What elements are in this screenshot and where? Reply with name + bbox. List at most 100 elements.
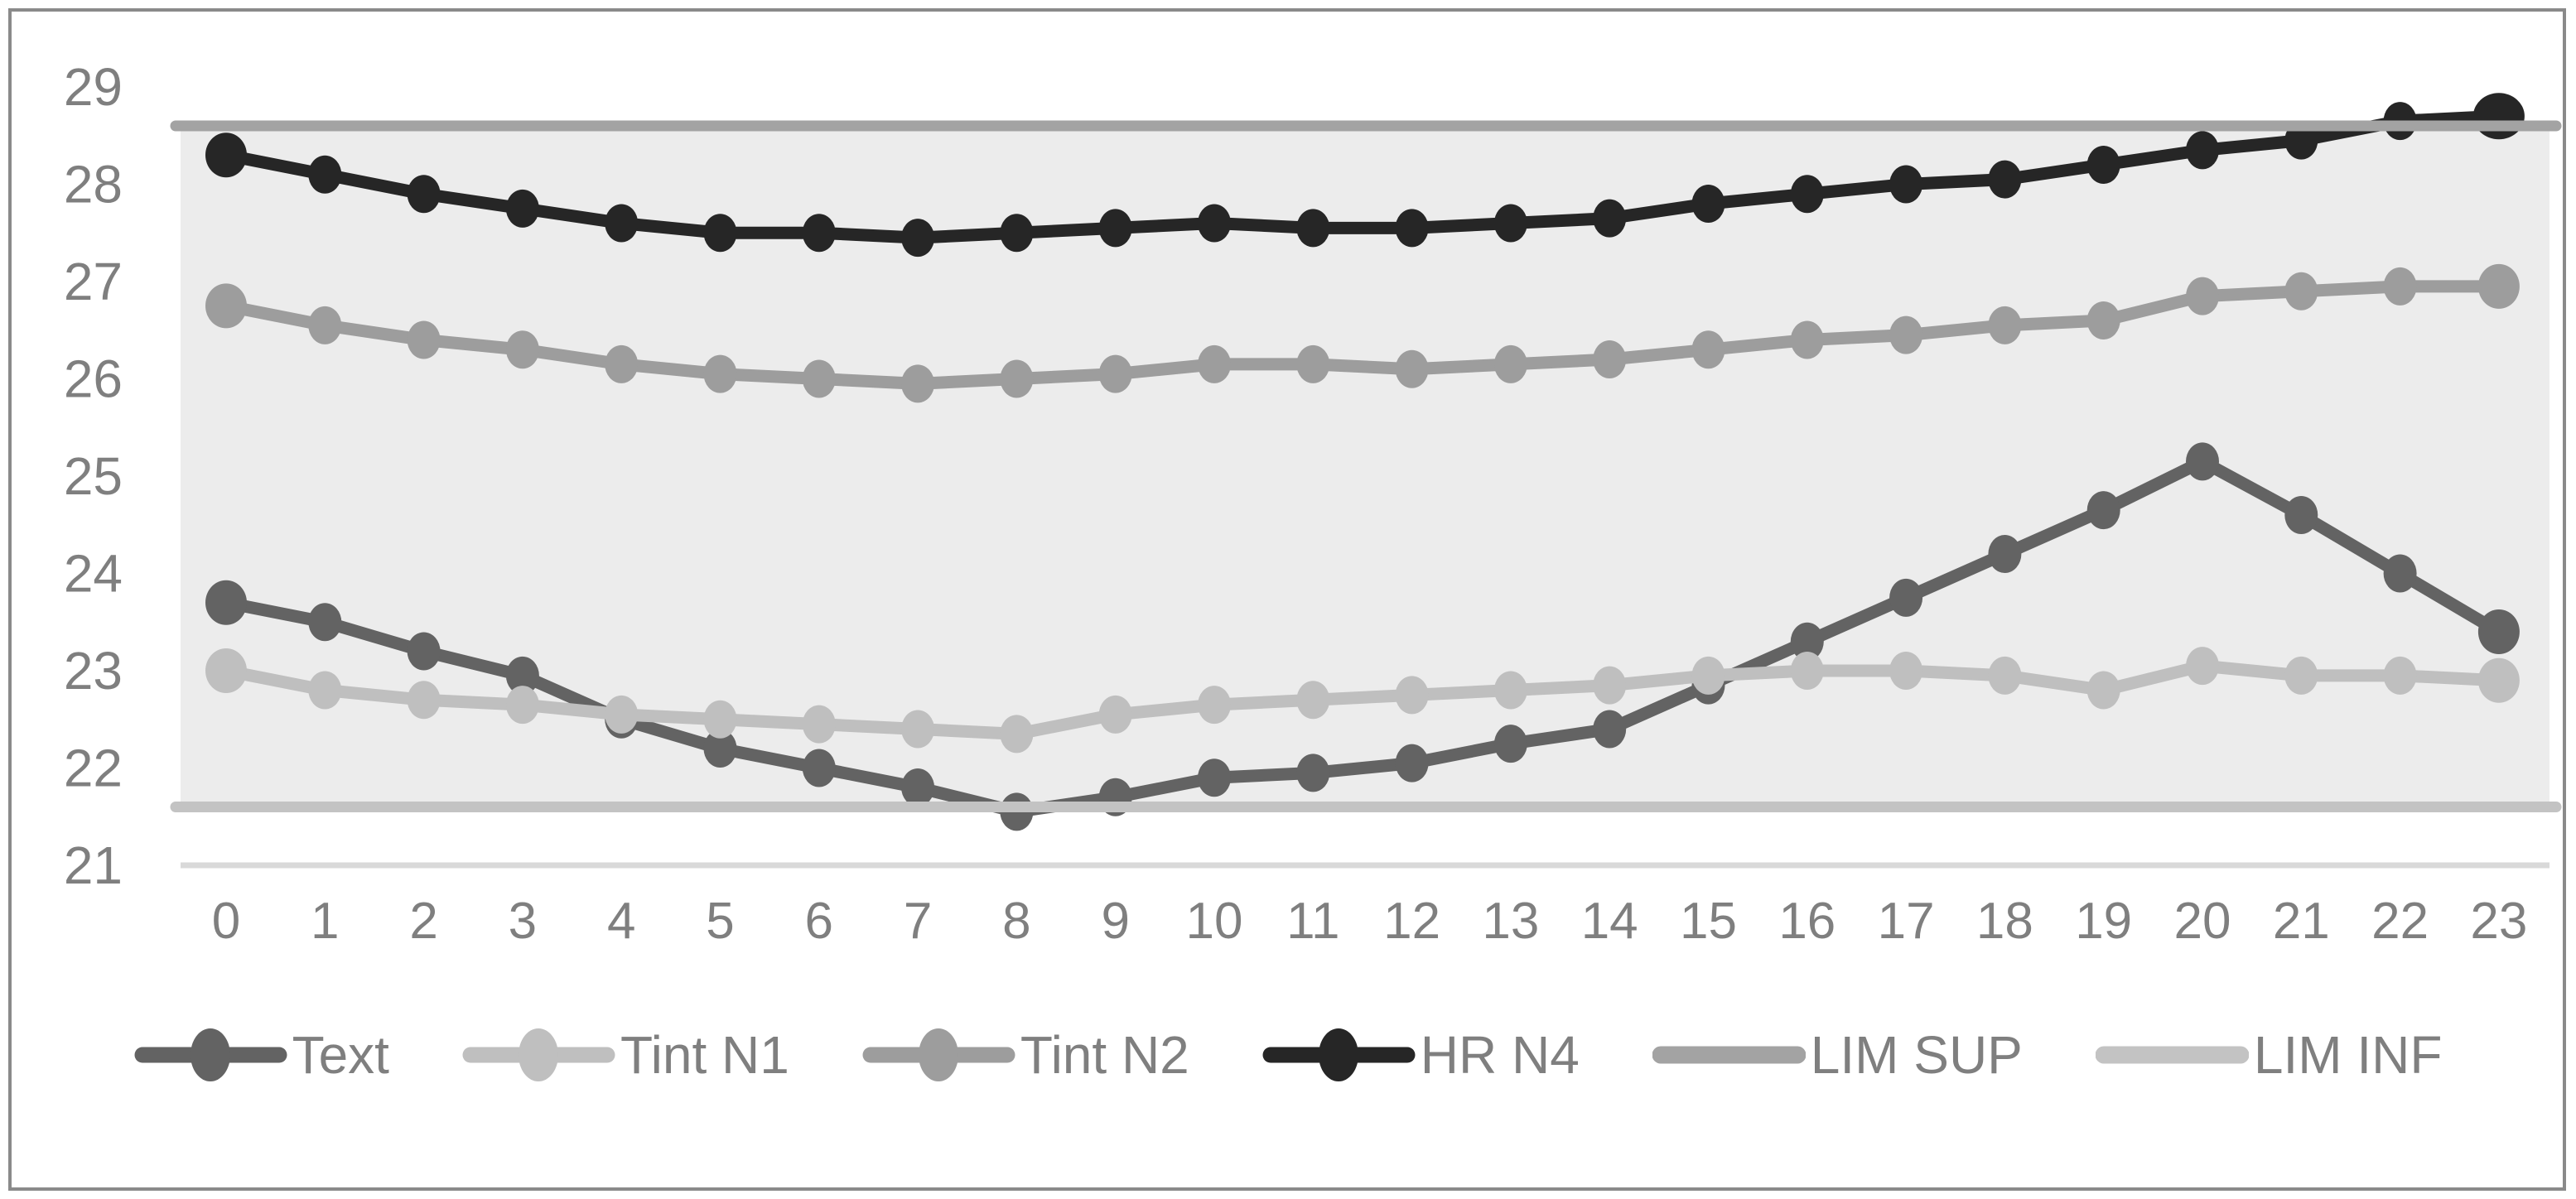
marker-tint-n2-15: [1691, 330, 1725, 369]
marker-text-12: [1395, 744, 1429, 782]
series-hr-n4: [205, 93, 2525, 258]
marker-text-16: [1790, 622, 1824, 661]
marker-hr-n4-9: [1098, 209, 1132, 248]
marker-hr-n4-10: [1198, 204, 1231, 243]
marker-tint-n1-8: [1000, 715, 1034, 754]
legend-marker-icon: [190, 1028, 230, 1081]
marker-tint-n2-2: [407, 320, 441, 359]
marker-tint-n2-20: [2186, 277, 2219, 315]
marker-tint-n1-15: [1691, 656, 1725, 695]
marker-tint-n1-0: [205, 648, 247, 693]
marker-tint-n2-14: [1593, 340, 1627, 378]
marker-text-11: [1296, 754, 1330, 792]
x-tick-label-1: 1: [311, 893, 339, 950]
marker-tint-n1-3: [505, 686, 539, 725]
marker-tint-n1-21: [2284, 656, 2318, 695]
x-tick-label-18: 18: [1976, 893, 2033, 950]
marker-tint-n1-1: [308, 671, 342, 710]
marker-tint-n2-18: [1988, 306, 2022, 344]
marker-tint-n1-10: [1198, 686, 1231, 725]
marker-tint-n2-11: [1296, 344, 1330, 383]
legend-label: LIM INF: [2253, 1025, 2443, 1085]
marker-tint-n2-3: [505, 330, 539, 369]
marker-tint-n2-22: [2383, 267, 2417, 306]
series-tint-n2: [205, 263, 2520, 403]
marker-text-19: [2086, 491, 2120, 530]
marker-hr-n4-6: [802, 214, 836, 253]
x-tick-label-15: 15: [1680, 893, 1737, 950]
marker-tint-n2-10: [1198, 344, 1231, 383]
marker-hr-n4-8: [1000, 214, 1034, 253]
legend-item-tint-n2: Tint N2: [862, 1020, 1189, 1090]
marker-tint-n1-12: [1395, 676, 1429, 715]
marker-tint-n2-12: [1395, 349, 1429, 388]
x-tick-label-22: 22: [2371, 893, 2429, 950]
marker-hr-n4-3: [505, 189, 539, 228]
marker-tint-n1-9: [1098, 695, 1132, 734]
x-tick-label-3: 3: [509, 893, 537, 950]
marker-tint-n2-5: [703, 354, 737, 393]
legend-item-hr-n4: HR N4: [1262, 1020, 1580, 1090]
marker-text-18: [1988, 535, 2022, 573]
marker-hr-n4-15: [1691, 185, 1725, 223]
marker-tint-n2-19: [2086, 301, 2120, 339]
marker-tint-n1-5: [703, 700, 737, 739]
x-tick-label-7: 7: [904, 893, 932, 950]
y-tick-label-22: 22: [64, 739, 123, 798]
marker-hr-n4-4: [605, 204, 639, 243]
legend-item-lim-inf: LIM INF: [2095, 1020, 2443, 1090]
legend-marker-icon: [1318, 1028, 1358, 1081]
y-tick-label-25: 25: [64, 446, 123, 506]
marker-tint-n2-16: [1790, 320, 1824, 359]
marker-tint-n1-17: [1889, 652, 1923, 690]
legend-swatch-tint-n2: [862, 1028, 1015, 1081]
legend-item-text: Text: [134, 1020, 389, 1090]
legend-item-lim-sup: LIM SUP: [1652, 1020, 2023, 1090]
marker-hr-n4-11: [1296, 209, 1330, 248]
marker-hr-n4-7: [901, 219, 935, 258]
legend-label: HR N4: [1420, 1025, 1580, 1085]
marker-tint-n1-23: [2477, 657, 2520, 703]
marker-hr-n4-14: [1593, 199, 1627, 238]
marker-hr-n4-12: [1395, 209, 1429, 248]
marker-hr-n4-23: [2472, 93, 2525, 140]
marker-tint-n2-9: [1098, 354, 1132, 393]
marker-hr-n4-18: [1988, 160, 2022, 199]
x-tick-label-5: 5: [706, 893, 734, 950]
x-tick-label-11: 11: [1286, 893, 1339, 950]
marker-tint-n2-23: [2477, 263, 2520, 309]
legend-swatch-lim-sup: [1652, 1046, 1806, 1064]
x-tick-label-10: 10: [1186, 893, 1243, 950]
y-tick-label-29: 29: [64, 57, 123, 117]
marker-text-10: [1198, 758, 1231, 797]
y-tick-label-27: 27: [64, 252, 123, 311]
marker-hr-n4-2: [407, 175, 441, 214]
marker-text-23: [2477, 609, 2520, 654]
marker-tint-n1-4: [605, 695, 639, 734]
marker-text-3: [505, 656, 539, 695]
legend-swatch-hr-n4: [1262, 1028, 1416, 1081]
x-tick-label-19: 19: [2075, 893, 2132, 950]
marker-hr-n4-20: [2186, 131, 2219, 170]
marker-hr-n4-16: [1790, 175, 1824, 214]
marker-tint-n2-6: [802, 359, 836, 398]
x-tick-label-0: 0: [212, 893, 240, 950]
marker-tint-n1-19: [2086, 671, 2120, 710]
x-tick-label-9: 9: [1101, 893, 1129, 950]
chart-legend: Text Tint N1 Tint N2 HR N4 LIM SUP LIM INF: [0, 1020, 2576, 1090]
series-tint-n1: [205, 647, 2520, 754]
marker-tint-n1-6: [802, 705, 836, 744]
series-line-hr-n4: [219, 109, 2506, 244]
y-tick-label-21: 21: [64, 835, 123, 895]
legend-label: LIM SUP: [1810, 1025, 2023, 1085]
marker-tint-n1-11: [1296, 681, 1330, 720]
marker-tint-n2-21: [2284, 272, 2318, 311]
y-tick-label-24: 24: [64, 544, 123, 604]
x-tick-label-14: 14: [1581, 893, 1638, 950]
marker-text-14: [1593, 710, 1627, 749]
marker-text-6: [802, 749, 836, 787]
marker-text-1: [308, 603, 342, 642]
marker-tint-n2-0: [205, 283, 247, 329]
marker-tint-n2-13: [1493, 344, 1527, 383]
